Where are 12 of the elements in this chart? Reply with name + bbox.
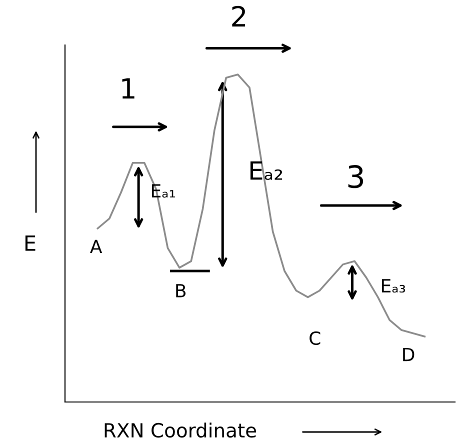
x-axis-title: RXN Coordinate: [104, 422, 256, 438]
text: 2: [232, 6, 246, 26]
annotation: Eₐ₃: [382, 279, 406, 293]
annotation: C: [310, 331, 320, 346]
annotation: 3: [348, 165, 364, 188]
annotation: 1: [122, 78, 134, 99]
annotation: Eₐ₁: [152, 184, 175, 198]
y-axis-title: E: [25, 236, 36, 251]
annotation: Eₐ₂: [250, 161, 282, 180]
annotation: B: [176, 284, 186, 298]
annotation: A: [90, 240, 102, 254]
annotation: D: [403, 348, 414, 362]
